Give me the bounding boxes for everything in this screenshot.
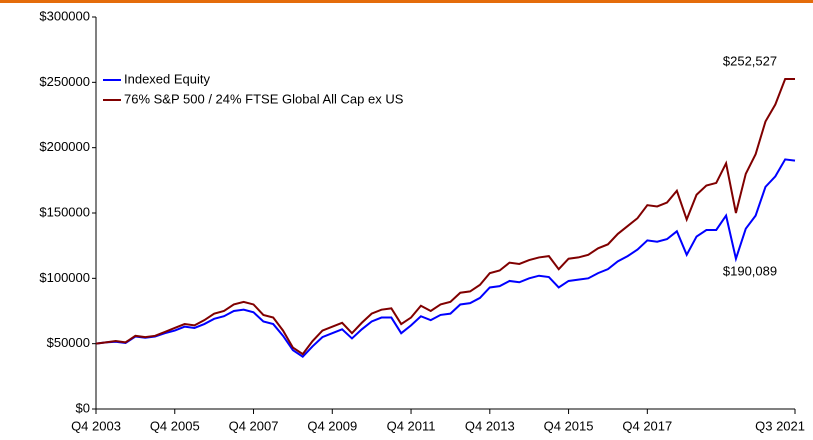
annotation: $190,089 <box>723 263 777 278</box>
annotation: $252,527 <box>723 53 777 68</box>
x-tick-label: Q4 2017 <box>622 418 672 433</box>
x-tick-label: Q4 2007 <box>229 418 279 433</box>
x-tick-label: Q4 2003 <box>71 418 121 433</box>
legend-label: Indexed Equity <box>124 71 211 86</box>
y-tick-label: $100000 <box>39 270 90 285</box>
y-tick-label: $200000 <box>39 139 90 154</box>
y-tick-label: $50000 <box>47 335 90 350</box>
series-line <box>95 158 796 359</box>
legend-label: 76% S&P 500 / 24% FTSE Global All Cap ex… <box>124 91 404 106</box>
x-tick-label: Q4 2009 <box>307 418 357 433</box>
x-tick-label: Q4 2011 <box>387 418 436 433</box>
y-tick-label: $300000 <box>39 8 90 23</box>
y-tick-label: $150000 <box>39 204 90 219</box>
x-tick-label: Q3 2021 <box>755 418 805 433</box>
y-tick-label: $250000 <box>39 74 90 89</box>
series-line <box>95 78 795 356</box>
x-tick-label: Q4 2013 <box>465 418 515 433</box>
top-border <box>0 0 813 3</box>
x-tick-label: Q4 2005 <box>150 418 200 433</box>
x-tick-label: Q4 2015 <box>544 418 594 433</box>
y-tick-label: $0 <box>76 400 90 415</box>
